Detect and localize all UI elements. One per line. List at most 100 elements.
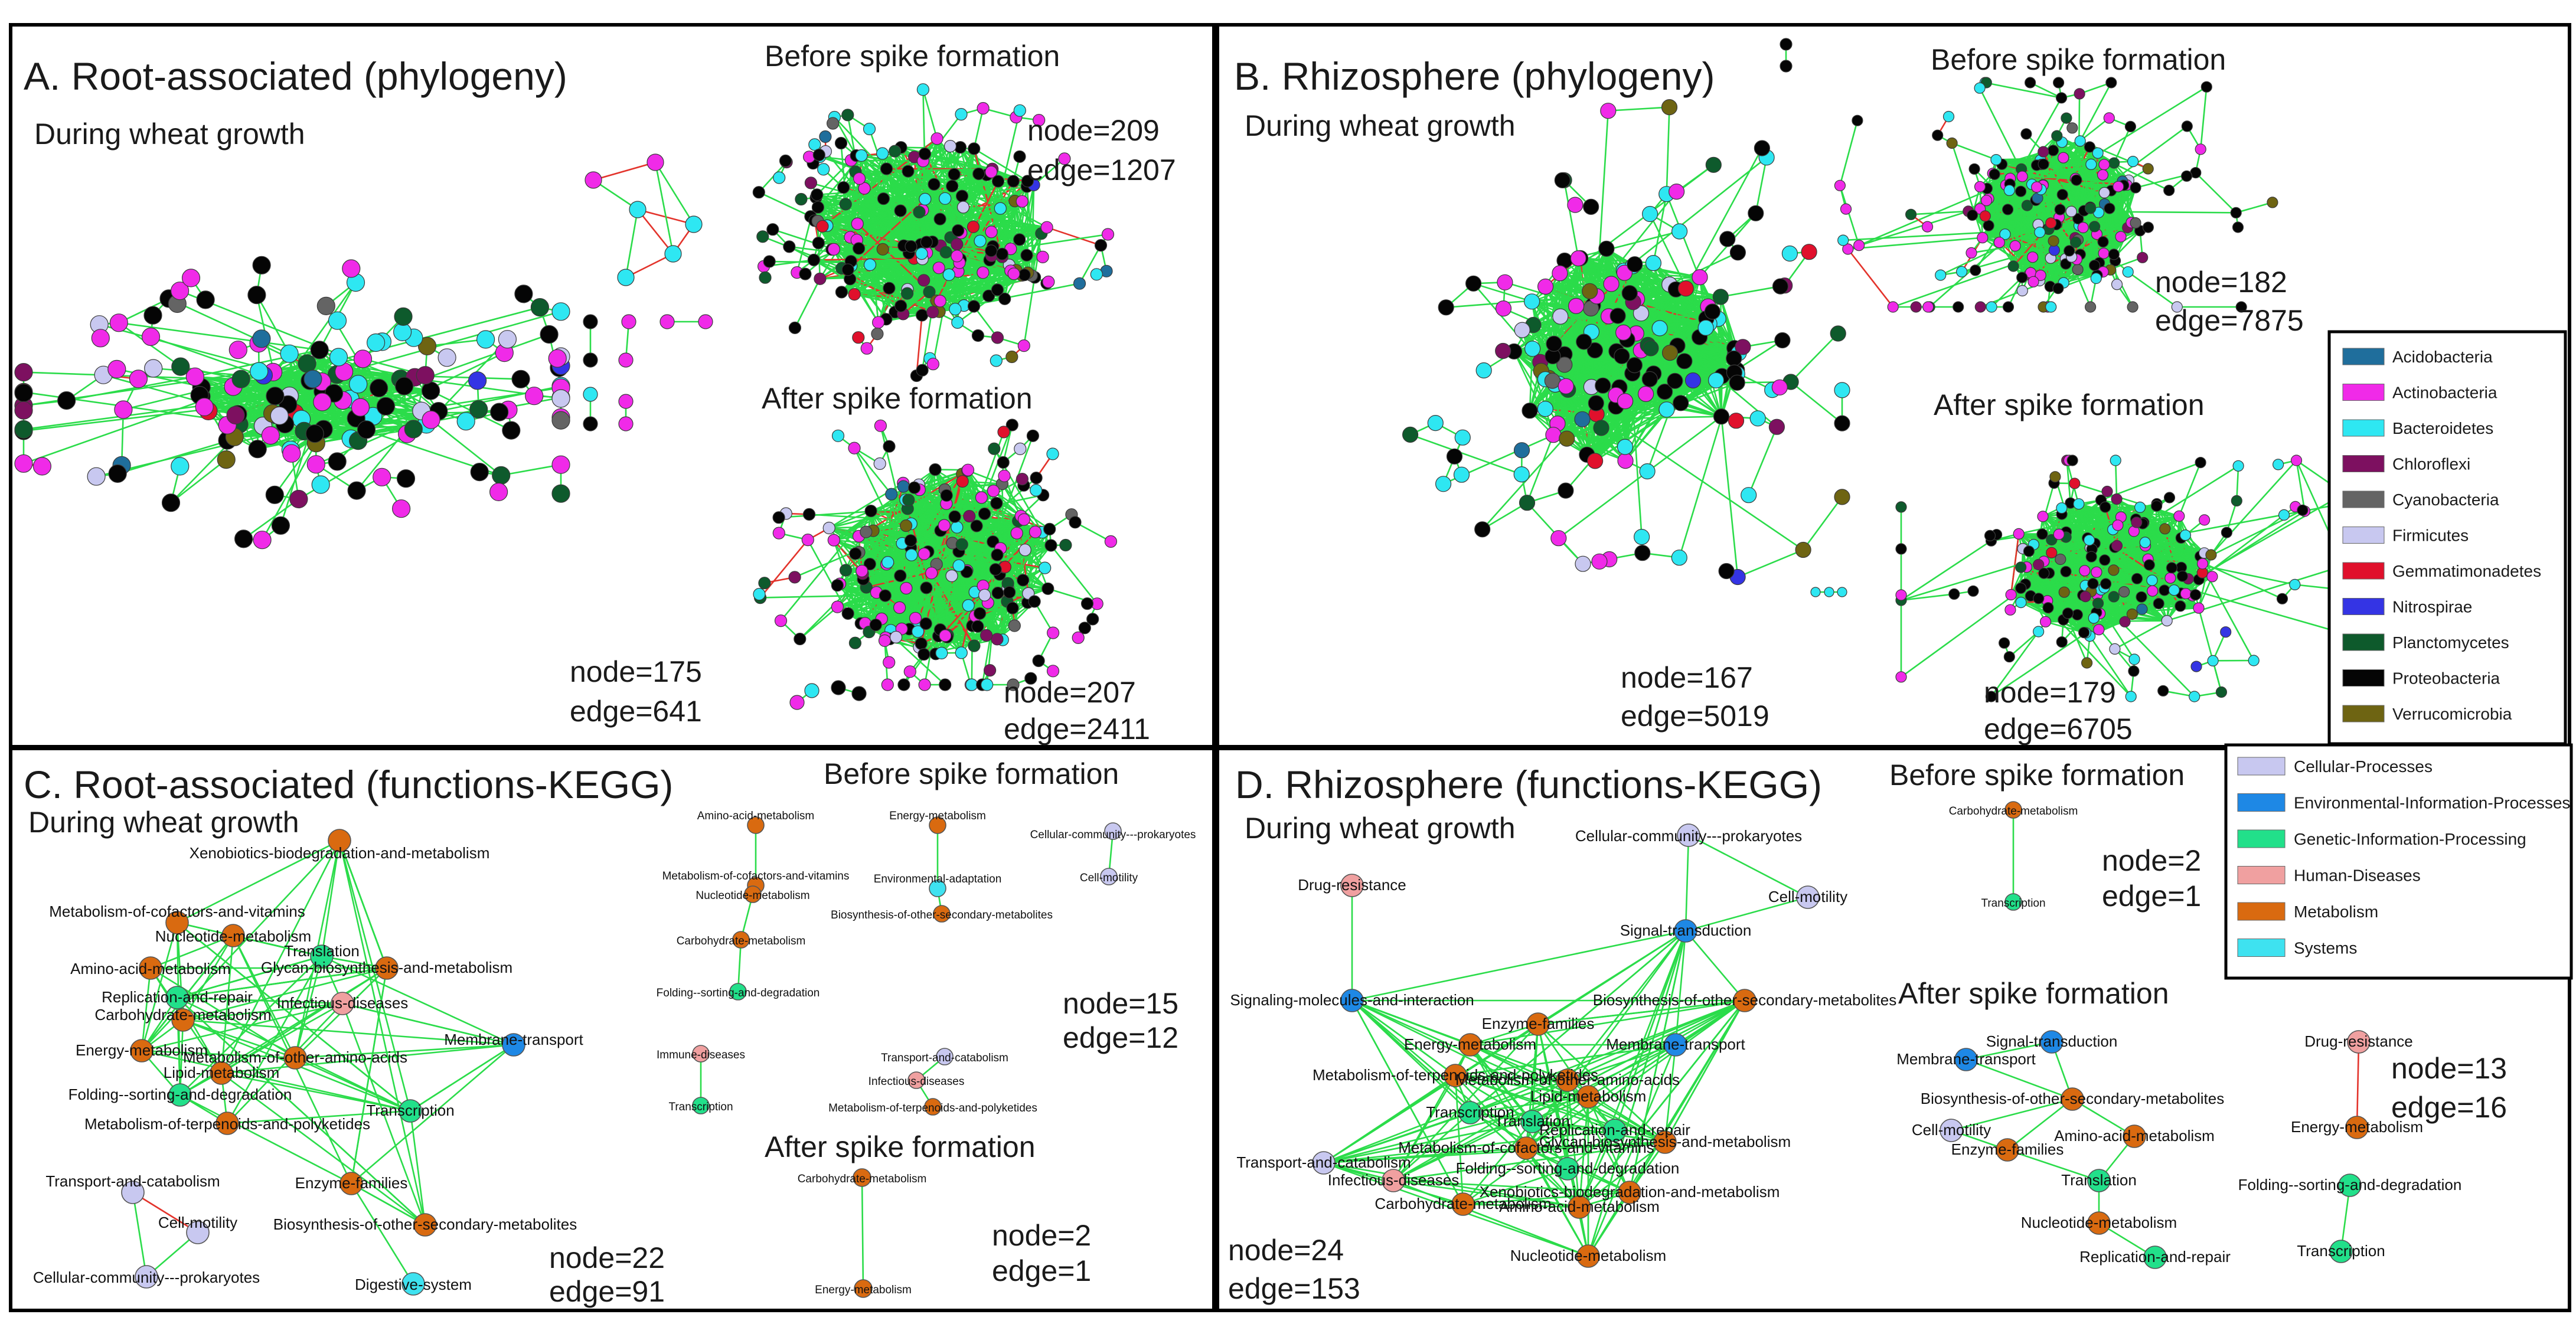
- panel-a-before-node-proteobacteria: [835, 286, 848, 299]
- panel-a-before-edge: [1023, 233, 1043, 346]
- panel-a-during-node-chloroflexi: [14, 362, 33, 382]
- panel-a-before-node-proteobacteria: [1007, 175, 1020, 188]
- panel-a-node-actinobacteria: [698, 314, 713, 329]
- panel-a-after-node-chloroflexi: [980, 629, 993, 642]
- panel-a-after-node-actinobacteria: [998, 469, 1011, 482]
- panel-a-after-node-proteobacteria: [970, 519, 983, 532]
- panel-a-during-node-proteobacteria: [305, 424, 324, 443]
- panel-a-during-node-verrucomicrobia: [417, 336, 437, 356]
- panel-a-before-node-actinobacteria: [985, 165, 998, 178]
- panel-a-before-node-bacteroidetes: [919, 192, 932, 205]
- panel-a-before-node-proteobacteria: [880, 162, 893, 175]
- panel-a-after-node-actinobacteria: [961, 463, 975, 476]
- panel-a-after-node-actinobacteria: [925, 567, 938, 580]
- panel-a-during-node-proteobacteria: [421, 381, 440, 400]
- panel-a-before-node-bacteroidetes: [955, 108, 968, 121]
- panel-a-after-node-proteobacteria: [920, 581, 933, 594]
- panel-a-during-node-actinobacteria: [489, 482, 508, 502]
- panel-a-during-node-proteobacteria: [248, 440, 267, 459]
- panel-a-during-node-firmicutes: [498, 330, 517, 349]
- panel-a-after-node-actinobacteria: [848, 442, 861, 455]
- panel-a-before-edge: [845, 203, 923, 211]
- panel-a-before-node-proteobacteria: [1021, 175, 1034, 188]
- panel-a-before-node-proteobacteria: [902, 165, 915, 178]
- panel-a-after-node-actinobacteria: [903, 665, 916, 678]
- panel-a-before-node-proteobacteria: [812, 237, 825, 250]
- panel-a-during-node-proteobacteria: [514, 285, 533, 303]
- panel-a-during-node-chloroflexi: [289, 489, 308, 509]
- panel-a-after-node-planctomycetes: [848, 636, 862, 649]
- panel-a-node-proteobacteria: [831, 680, 846, 695]
- panel-a-during-node-bacteroidetes: [329, 348, 348, 367]
- panel-a-during-node-actinobacteria: [228, 341, 247, 359]
- panel-a-before-node-actinobacteria: [977, 102, 990, 115]
- panel-a-after-node-firmicutes: [822, 521, 835, 535]
- panel-a-after-node-bacteroidetes: [980, 678, 994, 691]
- panel-a-during-node-planctomycetes: [492, 466, 511, 485]
- panel-a-before-node-proteobacteria: [915, 309, 929, 322]
- panel-a-during-node-proteobacteria: [490, 403, 509, 421]
- panel-a-after-node-proteobacteria: [1041, 582, 1054, 595]
- panel-a-after-node-actinobacteria: [827, 534, 840, 547]
- panel-a-during-node-actinobacteria: [171, 282, 190, 300]
- panel-a-after-node-proteobacteria: [1086, 613, 1099, 626]
- panel-a-during-node-actinobacteria: [32, 457, 52, 476]
- panel-a-after-node-proteobacteria: [894, 569, 907, 583]
- panel-a-during-node-firmicutes: [144, 359, 163, 378]
- panel-a-before-node-actinobacteria: [1101, 228, 1115, 241]
- panel-a-during-node-planctomycetes: [404, 420, 423, 439]
- panel-a-after-node-planctomycetes: [839, 564, 853, 577]
- panel-a-before-node-proteobacteria: [877, 192, 890, 205]
- panel-a-during-node-bacteroidetes: [280, 344, 299, 363]
- panel-a-after-node-actinobacteria: [774, 614, 788, 627]
- panel-a-before-node-proteobacteria: [952, 224, 965, 237]
- panel-a-before-edge: [758, 191, 811, 217]
- panel-a-during-node-actinobacteria: [261, 426, 280, 445]
- panel-a-before-node-actinobacteria: [851, 217, 864, 230]
- panel-a-after-node-actinobacteria: [1046, 626, 1060, 639]
- panel-a-after-node-acidobacteria: [897, 480, 910, 493]
- panel-a-before-node-bacteroidetes: [951, 316, 964, 329]
- panel-a-after-node-chloroflexi: [788, 571, 801, 584]
- panel-a-during-node-planctomycetes: [530, 298, 550, 317]
- panel-a-before-node-proteobacteria: [933, 213, 946, 225]
- panel-a-after-node-proteobacteria: [879, 589, 892, 602]
- panel-a-after-node-proteobacteria: [990, 496, 1003, 510]
- panel-a-before-node-proteobacteria: [807, 253, 821, 266]
- panel-a-during-edge: [170, 395, 276, 504]
- panel-a-during-node-actinobacteria: [91, 329, 110, 348]
- panel-a-before-node-proteobacteria: [946, 179, 959, 192]
- panel-a-before-node-cyanobacteria: [826, 117, 840, 130]
- panel-a-before-node-planctomycetes: [756, 230, 769, 243]
- panel-a-during-node-cyanobacteria: [551, 411, 570, 430]
- panel-a-before-node-proteobacteria: [894, 299, 907, 313]
- panel-a-before-node-proteobacteria: [1094, 239, 1108, 252]
- panel-a-during-node-actinobacteria: [391, 499, 411, 518]
- panel-a-during-node-actinobacteria: [373, 468, 391, 486]
- panel-a-after-node-bacteroidetes: [965, 678, 978, 691]
- panel-a-after-node-actinobacteria: [801, 533, 814, 547]
- panel-a-before-edge: [1001, 201, 1016, 257]
- panel-a-during-node-firmicutes: [87, 467, 106, 486]
- panel-a-during-node-chloroflexi: [226, 406, 245, 425]
- panel-a-after-node-firmicutes: [1014, 442, 1027, 456]
- panel-a-after-node-actinobacteria: [874, 419, 887, 432]
- panel-a-after-node-proteobacteria: [997, 456, 1010, 469]
- panel-a-before-node-proteobacteria: [971, 329, 985, 342]
- panel-a-before-edge: [858, 113, 962, 249]
- panel-b-during-network: [1402, 99, 1850, 586]
- panel-a-before-node-proteobacteria: [928, 178, 941, 191]
- panel-a-during-node-proteobacteria: [396, 469, 416, 488]
- panel-a-after-node-actinobacteria: [1010, 527, 1023, 540]
- panel-a-during-node-actinobacteria: [107, 359, 126, 379]
- panel-a-node-proteobacteria: [583, 416, 598, 431]
- panel-a-before-node-bacteroidetes: [876, 147, 889, 160]
- panel-b-during-edge: [1803, 496, 1843, 551]
- panel-a-during-node-proteobacteria: [266, 387, 285, 406]
- panel-a-during-node-proteobacteria: [161, 493, 181, 512]
- panel-a-before-node-planctomycetes: [889, 145, 902, 158]
- panel-a-before-node-proteobacteria: [991, 283, 1004, 296]
- panel-a-after-node-bacteroidetes: [881, 555, 894, 569]
- panel-a-before-node-chloroflexi: [814, 272, 827, 285]
- panel-a-after-node-actinobacteria: [1072, 631, 1085, 645]
